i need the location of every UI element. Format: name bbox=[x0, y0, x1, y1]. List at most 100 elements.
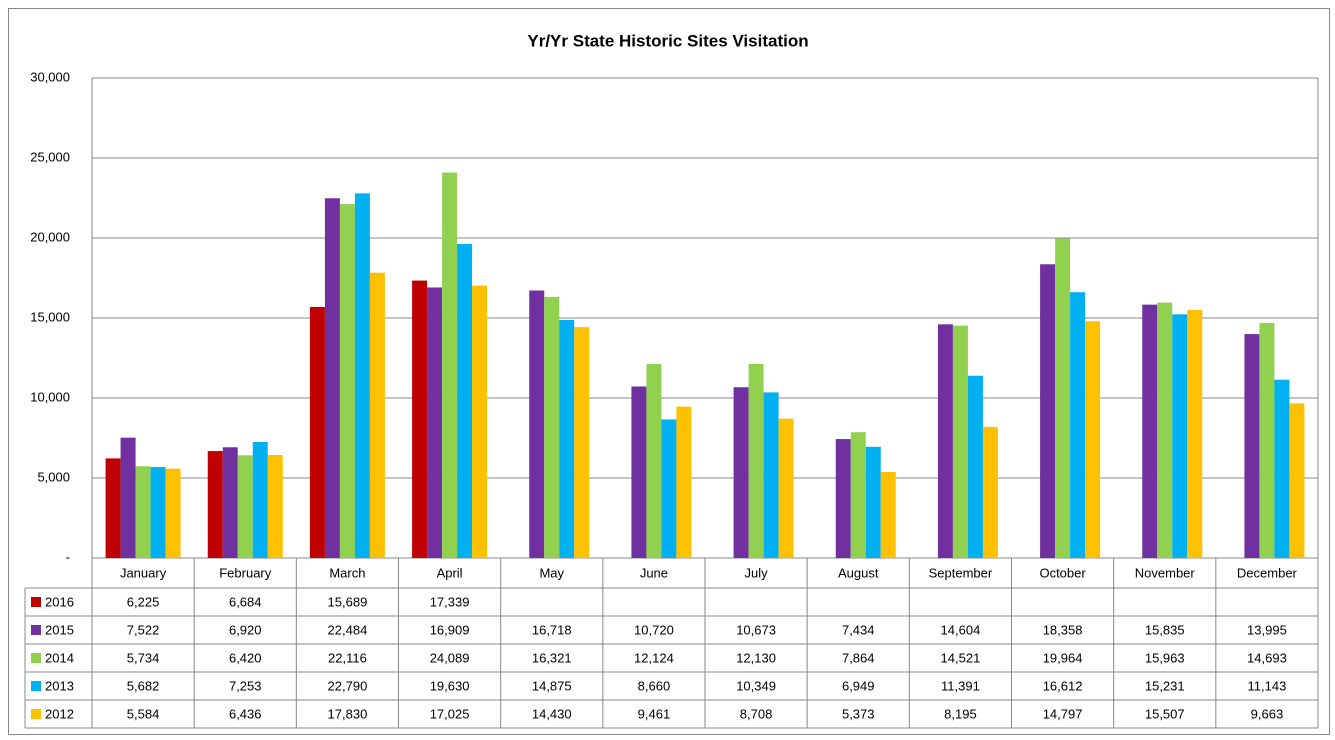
bar bbox=[267, 455, 283, 558]
bar bbox=[165, 468, 181, 558]
legend-label: 2012 bbox=[45, 706, 74, 721]
bar bbox=[1259, 322, 1275, 558]
bar bbox=[1172, 314, 1188, 558]
table-cell: 16,612 bbox=[1043, 678, 1083, 693]
legend-key bbox=[31, 597, 41, 607]
bar bbox=[207, 451, 223, 558]
table-cell: 7,253 bbox=[229, 678, 262, 693]
bar bbox=[309, 306, 325, 558]
x-tick-label: October bbox=[1039, 565, 1086, 580]
bar bbox=[865, 446, 881, 558]
table-cell: 14,797 bbox=[1043, 706, 1083, 721]
bar bbox=[1244, 334, 1260, 558]
bar bbox=[442, 172, 458, 559]
table-cell: 17,025 bbox=[430, 706, 470, 721]
table-cell: 6,920 bbox=[229, 622, 262, 637]
y-tick-label: - bbox=[66, 549, 70, 564]
table-cell: 22,790 bbox=[328, 678, 368, 693]
bar bbox=[1085, 321, 1101, 558]
y-tick-label: 15,000 bbox=[30, 309, 70, 324]
bar bbox=[952, 325, 968, 558]
bar bbox=[967, 375, 983, 558]
bar bbox=[574, 327, 590, 558]
y-tick-label: 5,000 bbox=[37, 469, 70, 484]
table-cell: 8,195 bbox=[944, 706, 977, 721]
bar bbox=[105, 458, 121, 558]
table-cell: 9,461 bbox=[638, 706, 671, 721]
table-cell: 14,521 bbox=[941, 650, 981, 665]
legend-label: 2013 bbox=[45, 678, 74, 693]
table-cell: 6,684 bbox=[229, 594, 262, 609]
bar bbox=[529, 290, 545, 558]
table-cell: 22,484 bbox=[328, 622, 368, 637]
x-tick-label: June bbox=[640, 565, 668, 580]
table-cell: 15,689 bbox=[328, 594, 368, 609]
table-cell: 5,682 bbox=[127, 678, 160, 693]
table-cell: 16,909 bbox=[430, 622, 470, 637]
table-cell: 8,660 bbox=[638, 678, 671, 693]
table-cell: 7,522 bbox=[127, 622, 160, 637]
bar bbox=[559, 320, 575, 558]
table-cell: 14,430 bbox=[532, 706, 572, 721]
table-cell: 12,124 bbox=[634, 650, 674, 665]
table-cell: 14,875 bbox=[532, 678, 572, 693]
table-cell: 19,964 bbox=[1043, 650, 1083, 665]
table-cell: 15,507 bbox=[1145, 706, 1185, 721]
y-tick-label: 20,000 bbox=[30, 229, 70, 244]
table-cell: 6,225 bbox=[127, 594, 160, 609]
table-cell: 24,089 bbox=[430, 650, 470, 665]
bar bbox=[427, 287, 443, 558]
bar bbox=[631, 386, 647, 558]
table-cell: 5,734 bbox=[127, 650, 160, 665]
table-cell: 5,373 bbox=[842, 706, 875, 721]
bar bbox=[1187, 309, 1203, 558]
bar bbox=[457, 243, 473, 559]
bar bbox=[412, 280, 428, 558]
x-tick-label: August bbox=[838, 565, 879, 580]
table-cell: 15,231 bbox=[1145, 678, 1185, 693]
bar bbox=[982, 426, 998, 558]
table-cell: 16,718 bbox=[532, 622, 572, 637]
legend-label: 2015 bbox=[45, 622, 74, 637]
bar bbox=[1274, 379, 1290, 558]
bar bbox=[1070, 292, 1086, 558]
x-tick-label: November bbox=[1135, 565, 1196, 580]
y-tick-label: 10,000 bbox=[30, 389, 70, 404]
bar bbox=[1157, 302, 1173, 558]
bar bbox=[222, 447, 238, 558]
bar bbox=[150, 467, 166, 558]
table-cell: 15,835 bbox=[1145, 622, 1185, 637]
table-cell: 7,864 bbox=[842, 650, 875, 665]
x-tick-label: September bbox=[929, 565, 993, 580]
bar bbox=[850, 432, 866, 558]
legend-label: 2014 bbox=[45, 650, 74, 665]
legend-key bbox=[31, 681, 41, 691]
bar bbox=[835, 439, 851, 558]
bar bbox=[120, 437, 136, 558]
table-cell: 16,321 bbox=[532, 650, 572, 665]
table-cell: 9,663 bbox=[1251, 706, 1284, 721]
table-cell: 11,143 bbox=[1248, 678, 1287, 693]
bar bbox=[354, 193, 370, 559]
legend-key bbox=[31, 653, 41, 663]
x-tick-label: March bbox=[329, 565, 365, 580]
bar bbox=[252, 441, 268, 558]
table-cell: 13,995 bbox=[1247, 622, 1287, 637]
legend-key bbox=[31, 625, 41, 635]
bar bbox=[733, 387, 749, 558]
y-tick-label: 30,000 bbox=[30, 69, 70, 84]
bar bbox=[778, 418, 794, 558]
bar bbox=[339, 204, 355, 559]
bar bbox=[676, 406, 692, 558]
table-cell: 8,708 bbox=[740, 706, 773, 721]
table-cell: 14,693 bbox=[1247, 650, 1287, 665]
table-cell: 6,420 bbox=[229, 650, 262, 665]
legend-key bbox=[31, 709, 41, 719]
bar bbox=[763, 392, 779, 558]
x-tick-label: July bbox=[745, 565, 769, 580]
bar bbox=[646, 364, 662, 558]
bar bbox=[324, 198, 340, 559]
bar bbox=[880, 472, 896, 558]
bar bbox=[1040, 264, 1056, 558]
table-cell: 11,391 bbox=[941, 678, 980, 693]
